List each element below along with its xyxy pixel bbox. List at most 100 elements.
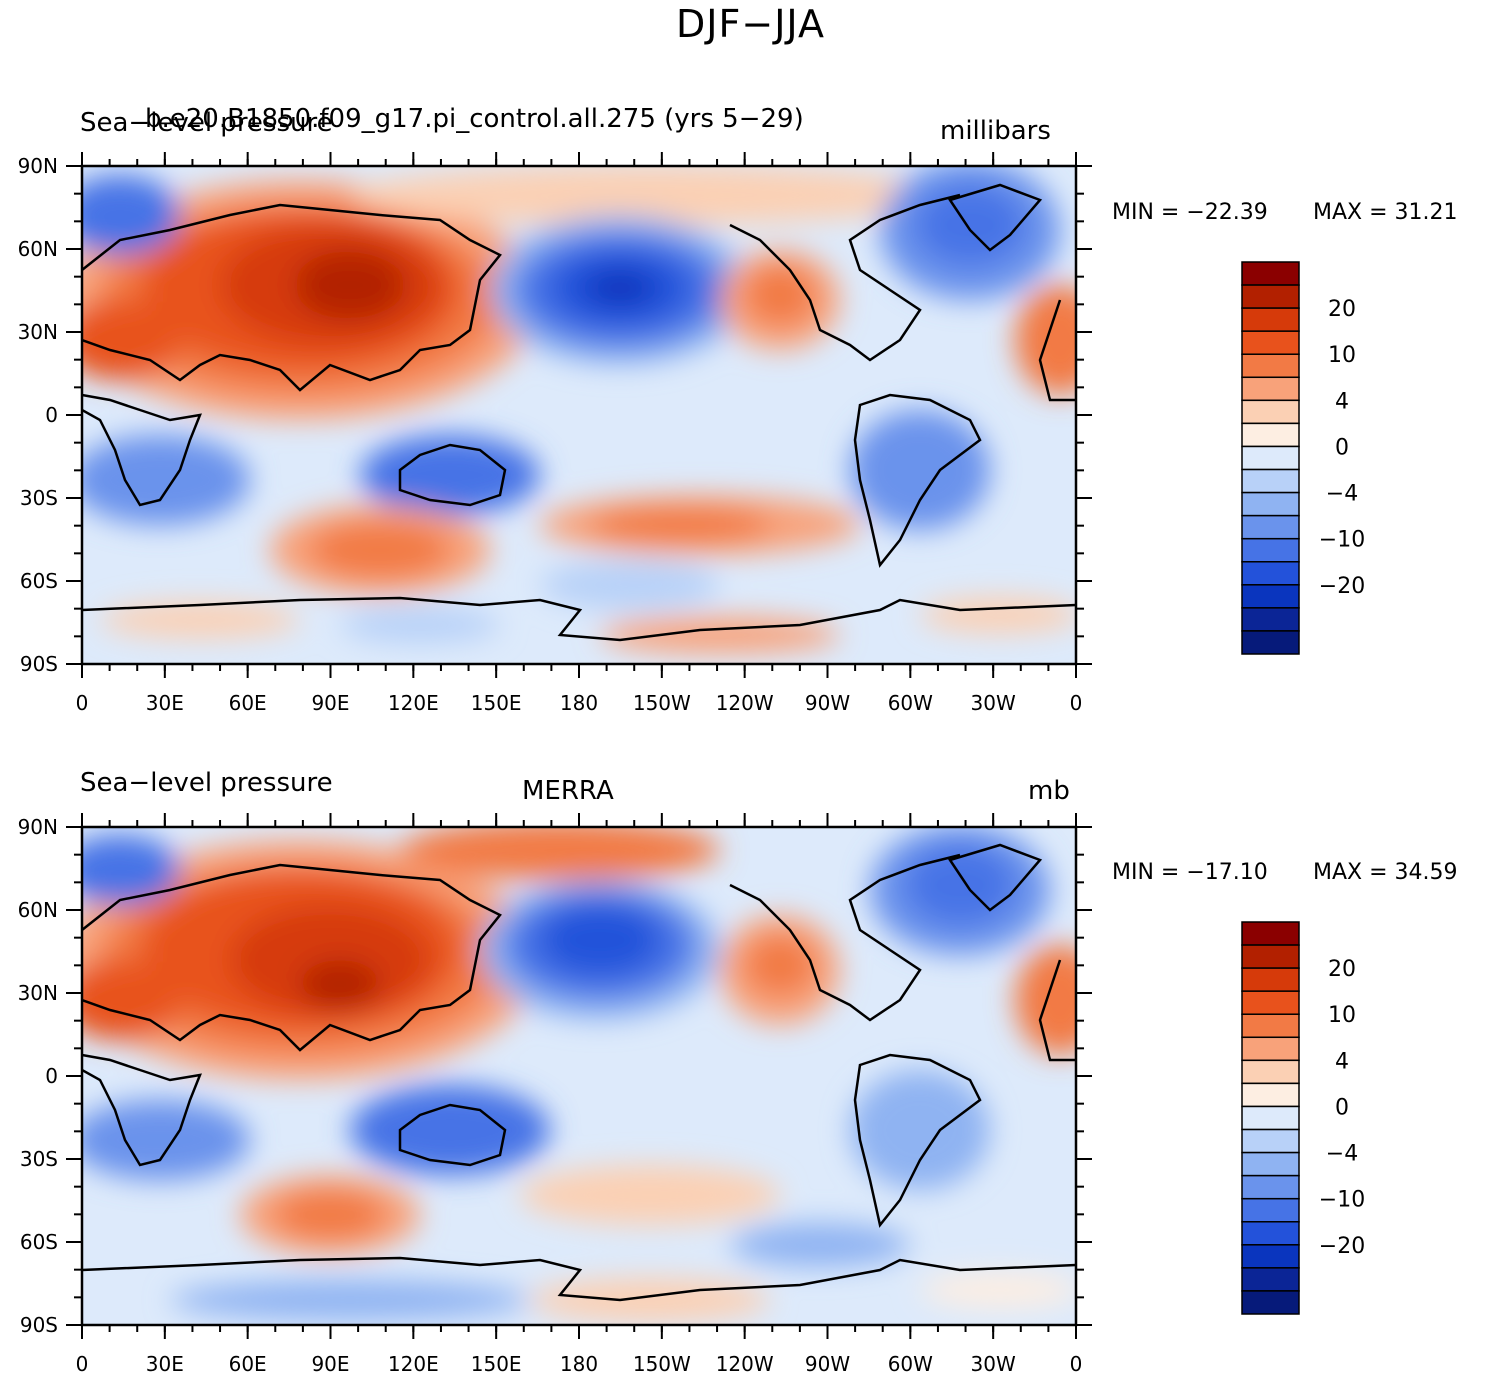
colorbar-label: 10 <box>1328 343 1356 368</box>
colorbar-label: −20 <box>1319 574 1365 599</box>
lon-tick-label: 0 <box>1070 1352 1083 1376</box>
panel1-right-title: millibars <box>940 116 1051 146</box>
lon-tick-label: 30W <box>971 1352 1016 1376</box>
lon-tick-label: 90E <box>311 1352 349 1376</box>
colorbar-swatch <box>1241 445 1300 471</box>
colorbar-label: −20 <box>1319 1234 1365 1259</box>
panel2-left-title: Sea−level pressure <box>80 768 333 798</box>
colorbar-swatch <box>1241 1082 1300 1108</box>
panel2-pressure-field <box>82 827 1076 1322</box>
colorbar-swatch <box>1241 630 1300 655</box>
colorbar-label: 0 <box>1335 1095 1349 1120</box>
colorbar-swatch <box>1241 537 1300 563</box>
panel1-min-label: MIN = −22.39 <box>1112 200 1268 225</box>
panel2-right-title: mb <box>1028 776 1070 806</box>
colorbar-swatch <box>1241 1105 1300 1131</box>
colorbar-swatch <box>1241 1290 1300 1315</box>
colorbar-swatch <box>1241 307 1300 332</box>
colorbar-swatch <box>1241 1059 1300 1085</box>
colorbar-swatch <box>1241 491 1300 517</box>
lon-tick-label: 30E <box>146 1352 184 1376</box>
panel2-center-title: MERRA <box>522 776 614 806</box>
lon-tick-label: 0 <box>76 691 89 715</box>
panel2-max-label: MAX = 34.59 <box>1313 860 1458 885</box>
lon-tick-label: 90W <box>805 1352 850 1376</box>
lon-tick-label: 60W <box>888 691 933 715</box>
figure-title: DJF−JJA <box>676 2 825 46</box>
panel1-center-title: b.e20.B1850.f09_g17.pi_control.all.275 (… <box>145 104 804 134</box>
panel1-coastlines <box>82 183 1076 642</box>
colorbar-label: −4 <box>1326 1142 1358 1167</box>
colorbar-swatch <box>1241 330 1300 355</box>
lat-tick-label: 60S <box>20 569 58 593</box>
colorbar-swatch <box>1241 561 1300 586</box>
colorbar-swatch <box>1241 990 1300 1015</box>
lon-tick-label: 150W <box>633 691 691 715</box>
lon-tick-label: 120W <box>716 691 774 715</box>
colorbar-swatch <box>1241 1197 1300 1223</box>
lon-tick-label: 150E <box>471 1352 522 1376</box>
lon-tick-label: 180 <box>560 1352 598 1376</box>
colorbar-label: 4 <box>1335 389 1349 414</box>
colorbar-swatch <box>1241 607 1300 632</box>
colorbar-swatch <box>1241 921 1300 946</box>
colorbar-swatch <box>1241 1221 1300 1246</box>
lon-tick-label: 90E <box>311 691 349 715</box>
panel1-pressure-field <box>82 166 1076 653</box>
lon-tick-label: 60E <box>229 1352 267 1376</box>
colorbar-swatch <box>1241 514 1300 540</box>
colorbar-swatch <box>1241 1151 1300 1177</box>
colorbar-swatch <box>1241 353 1300 379</box>
colorbars: 20 10 4 0 −4 −10 −20 20 10 4 0 −4 −10 −20 <box>1241 261 1365 1315</box>
lat-tick-label: 90S <box>20 1313 58 1337</box>
colorbar-swatch <box>1241 1174 1300 1200</box>
lat-tick-label: 90S <box>20 652 58 676</box>
colorbar-swatch <box>1241 944 1300 969</box>
lat-tick-label: 90N <box>18 815 58 839</box>
colorbar-swatch <box>1241 1036 1300 1062</box>
panel1-left-title: Sea−level pressure <box>80 108 333 138</box>
lat-tick-label: 30N <box>18 981 58 1005</box>
axis-ticks <box>66 152 1092 1339</box>
colorbar-swatch <box>1241 584 1300 609</box>
panel1-map <box>82 166 1076 664</box>
colorbar-swatch <box>1241 261 1300 286</box>
lon-tick-label: 60W <box>888 1352 933 1376</box>
lon-tick-label: 60E <box>229 691 267 715</box>
colorbar-label: 4 <box>1335 1049 1349 1074</box>
panel2-map <box>82 827 1076 1325</box>
lat-tick-label: 30S <box>20 486 58 510</box>
colorbar-swatch <box>1241 422 1300 448</box>
lon-tick-label: 150W <box>633 1352 691 1376</box>
lon-tick-label: 0 <box>76 1352 89 1376</box>
panel1-max-label: MAX = 31.21 <box>1313 200 1458 225</box>
lon-tick-label: 0 <box>1070 691 1083 715</box>
lat-tick-label: 0 <box>45 1064 58 1088</box>
axis-tick-labels: 90N 60N 30N 0 30S 60S 90S 0 30E 60E 90E 120E 150E 180… <box>18 154 1083 1376</box>
colorbar-swatch <box>1241 468 1300 494</box>
colorbar-swatch <box>1241 1244 1300 1269</box>
colorbar-swatch <box>1241 399 1300 425</box>
colorbar-label: −10 <box>1319 528 1365 553</box>
lon-tick-label: 120E <box>388 691 439 715</box>
panel2-min-label: MIN = −17.10 <box>1112 860 1268 885</box>
colorbar-swatch <box>1241 284 1300 309</box>
panel2-coastlines <box>82 843 1076 1302</box>
colorbar-label: 20 <box>1328 957 1356 982</box>
lat-tick-label: 60S <box>20 1230 58 1254</box>
colorbar-swatch <box>1241 967 1300 992</box>
lon-tick-label: 30W <box>971 691 1016 715</box>
lon-tick-label: 30E <box>146 691 184 715</box>
colorbar-label: −10 <box>1319 1188 1365 1213</box>
lat-tick-label: 60N <box>18 898 58 922</box>
lat-tick-label: 60N <box>18 237 58 261</box>
colorbar-swatch <box>1241 376 1300 402</box>
colorbar-label: 20 <box>1328 297 1356 322</box>
lat-tick-label: 30N <box>18 320 58 344</box>
lat-tick-label: 90N <box>18 154 58 178</box>
lat-tick-label: 30S <box>20 1147 58 1171</box>
colorbar-label: 0 <box>1335 435 1349 460</box>
lon-tick-label: 120W <box>716 1352 774 1376</box>
colorbar-swatch <box>1241 1267 1300 1292</box>
